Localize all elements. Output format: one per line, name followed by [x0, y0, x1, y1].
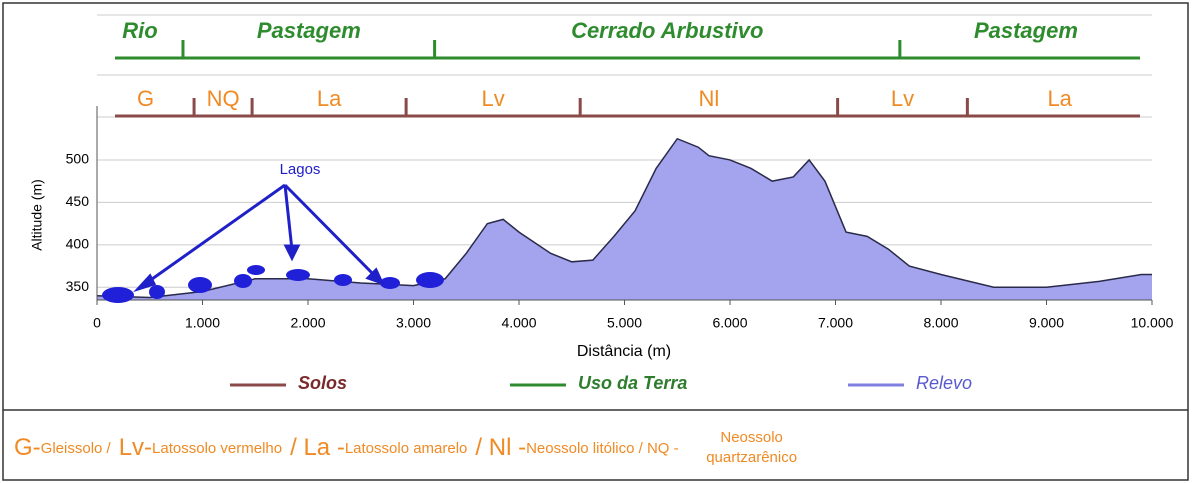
footnote-part: Latossolo amarelo [344, 439, 468, 457]
footnote-part: Gleissolo / [40, 439, 111, 457]
y-tick-label: 400 [66, 236, 90, 252]
x-tick-label: 2.000 [290, 315, 325, 331]
x-tick-label: 9.000 [1029, 315, 1064, 331]
y-tick-label: 350 [66, 278, 90, 294]
footnote-part: Latossolo vermelho [152, 439, 283, 457]
legend-label: Solos [298, 373, 347, 393]
soils-label: Nl [699, 86, 720, 111]
x-tick-label: 10.000 [1131, 315, 1174, 331]
x-tick-label: 0 [93, 315, 101, 331]
footnote-part: / Nl - [475, 434, 527, 461]
soils-label: Lv [891, 86, 914, 111]
legend-label: Uso da Terra [578, 373, 687, 393]
soils-label: La [317, 86, 342, 111]
land_use-label: Pastagem [974, 18, 1078, 43]
footnote-part: Neossolo litólico / NQ - [526, 439, 679, 457]
land_use-label: Rio [122, 18, 157, 43]
footnote-part: G- [14, 434, 41, 461]
soils-label: La [1047, 86, 1072, 111]
x-tick-label: 5.000 [607, 315, 642, 331]
y-axis-label: Altitude (m) [29, 179, 45, 251]
annotation: Lagos [280, 161, 321, 178]
soils-label: G [137, 86, 154, 111]
footnote-part: / La - [290, 434, 345, 461]
x-axis-label: Distância (m) [577, 343, 671, 360]
x-tick-label: 6.000 [712, 315, 747, 331]
legend-label: Relevo [916, 373, 972, 393]
line [96, 137, 1152, 299]
soils-label: NQ [207, 86, 240, 111]
footnote: G-Gleissolo / Lv-Latossolo vermelho / La -… [14, 428, 1179, 468]
footnote-part: Neossolo quartzarênico [706, 429, 798, 466]
soils-label: Lv [482, 86, 505, 111]
land_use-label: Pastagem [257, 18, 361, 43]
x-tick-label: 7.000 [818, 315, 853, 331]
y-tick-label: 500 [66, 151, 90, 167]
y-tick-label: 450 [66, 193, 90, 209]
area [97, 138, 1152, 300]
lakes [102, 265, 444, 303]
land_use-label: Cerrado Arbustivo [571, 18, 763, 43]
x-tick-label: 4.000 [501, 315, 536, 331]
annotation-arrows [133, 183, 385, 293]
x-tick-label: 8.000 [923, 315, 958, 331]
x-tick-label: 1.000 [185, 315, 220, 331]
footnote-part: Lv- [118, 434, 153, 461]
x-tick-label: 3.000 [396, 315, 431, 331]
